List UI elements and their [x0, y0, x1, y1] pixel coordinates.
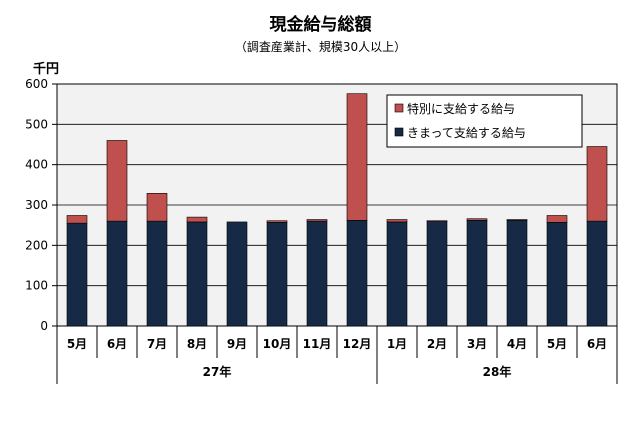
- legend-box: [386, 94, 583, 148]
- year-label: 27年: [203, 364, 232, 379]
- y-unit-label: 千円: [33, 62, 60, 77]
- bar-regular-pay: [586, 220, 608, 327]
- bar-special-pay: [506, 219, 528, 221]
- bar-special-pay: [586, 146, 608, 222]
- bar-special-pay: [106, 140, 128, 222]
- x-tick-label: 12月: [343, 337, 372, 351]
- bar-regular-pay: [106, 220, 128, 327]
- x-tick-label: 3月: [467, 337, 487, 351]
- bar-regular-pay: [266, 222, 288, 327]
- bar-special-pay: [306, 219, 328, 222]
- x-tick-label: 4月: [507, 337, 527, 351]
- x-tick-label: 1月: [387, 337, 407, 351]
- legend-swatch-regular: [394, 127, 404, 137]
- bar-special-pay: [426, 220, 448, 222]
- y-tick-label: 0: [40, 319, 48, 333]
- x-tick-label: 8月: [187, 337, 207, 351]
- y-tick-label: 400: [25, 158, 48, 172]
- x-tick-label: 5月: [547, 337, 567, 351]
- bar-regular-pay: [226, 221, 248, 327]
- x-tick-label: 10月: [263, 337, 292, 351]
- y-tick-label: 100: [25, 279, 48, 293]
- y-tick-label: 200: [25, 238, 48, 252]
- legend-label-special: 特別に支給する給与: [407, 101, 515, 116]
- bar-special-pay: [386, 219, 408, 223]
- bar-special-pay: [546, 215, 568, 223]
- legend-label-regular: きまって支給する給与: [407, 126, 526, 140]
- bar-regular-pay: [426, 220, 448, 327]
- bar-regular-pay: [386, 221, 408, 327]
- x-tick-label: 6月: [587, 337, 607, 351]
- x-tick-label: 11月: [303, 337, 332, 351]
- bar-regular-pay: [346, 220, 368, 327]
- bar-special-pay: [146, 193, 168, 222]
- bar-regular-pay: [466, 220, 488, 327]
- bar-special-pay: [66, 215, 88, 224]
- bar-special-pay: [186, 216, 208, 223]
- bar-regular-pay: [506, 219, 528, 327]
- bar-regular-pay: [66, 222, 88, 327]
- year-label: 28年: [483, 364, 512, 379]
- y-tick-label: 600: [25, 77, 48, 91]
- bar-special-pay: [266, 220, 288, 223]
- y-tick-label: 500: [25, 117, 48, 131]
- legend-swatch-special: [394, 103, 404, 113]
- x-tick-label: 9月: [227, 337, 247, 351]
- bar-regular-pay: [306, 220, 328, 327]
- bar-special-pay: [466, 218, 488, 221]
- x-tick-label: 2月: [427, 337, 447, 351]
- x-tick-label: 6月: [107, 337, 127, 351]
- chart-subtitle: （調査産業計、規模30人以上）: [234, 40, 407, 54]
- y-tick-label: 300: [25, 198, 48, 212]
- x-tick-label: 7月: [147, 337, 167, 351]
- bar-regular-pay: [186, 221, 208, 327]
- bar-regular-pay: [146, 220, 168, 327]
- bar-regular-pay: [546, 222, 568, 327]
- chart-title: 現金給与総額: [269, 15, 372, 35]
- bar-special-pay: [346, 93, 368, 221]
- x-tick-label: 5月: [67, 337, 87, 351]
